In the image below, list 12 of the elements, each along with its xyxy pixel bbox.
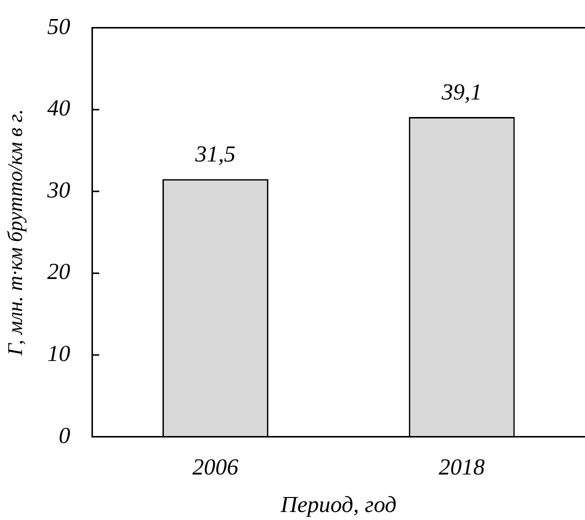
- x-tick-label: 2018: [438, 454, 486, 480]
- y-tick-label: 20: [47, 259, 71, 284]
- y-axis-title: Г, млн. т·км брутто/км в г.: [3, 109, 28, 356]
- x-axis-title: Период, год: [280, 492, 397, 518]
- y-tick-label: 50: [47, 14, 71, 39]
- y-tick-label: 10: [47, 341, 71, 366]
- data-label: 31,5: [194, 142, 236, 167]
- y-tick-label: 0: [58, 422, 71, 448]
- y-tick-label: 30: [46, 177, 71, 202]
- data-label: 39,1: [440, 80, 482, 105]
- x-tick-label: 2006: [192, 454, 239, 480]
- y-tick-label: 40: [47, 96, 71, 121]
